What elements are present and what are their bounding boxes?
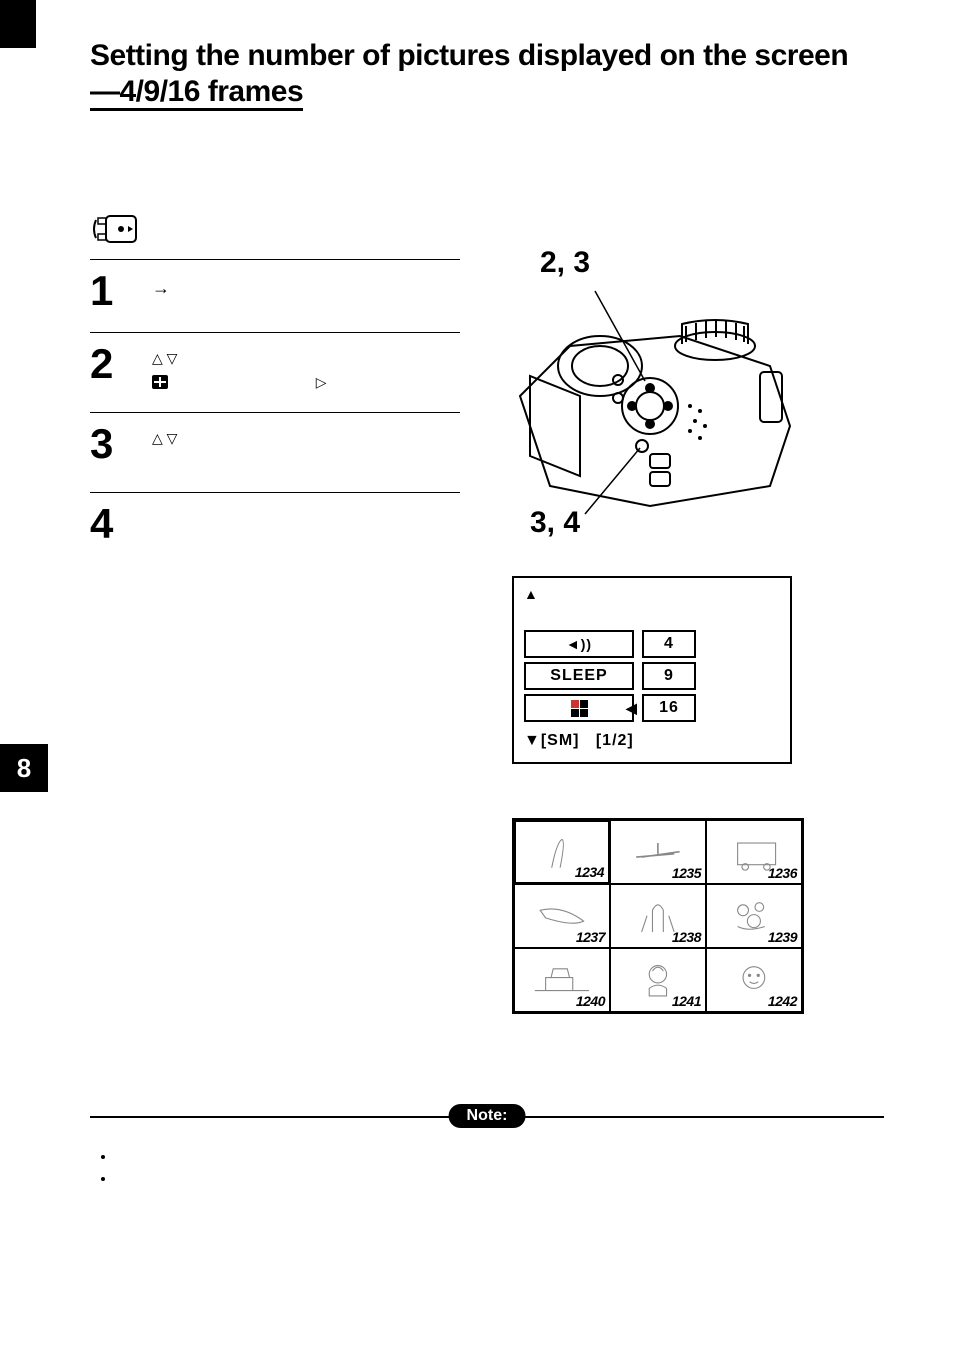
note-divider: Note: bbox=[90, 1116, 884, 1118]
callout-top: 2, 3 bbox=[540, 246, 590, 280]
note-list bbox=[100, 1148, 116, 1192]
step-3: 3 bbox=[90, 412, 460, 492]
camera-illustration bbox=[500, 276, 820, 526]
multi-frame-icon bbox=[152, 375, 168, 389]
thumbnail: 1238 bbox=[610, 884, 706, 948]
thumbnail: 1241 bbox=[610, 948, 706, 1012]
thumbnail: 1242 bbox=[706, 948, 802, 1012]
menu-footer-left: [SM] bbox=[541, 732, 580, 749]
thumb-number: 1238 bbox=[672, 929, 701, 945]
menu-label-sleep: SLEEP bbox=[524, 662, 634, 690]
multi-frame-icon bbox=[571, 700, 588, 717]
step-number: 4 bbox=[90, 503, 134, 545]
step-number: 3 bbox=[90, 423, 134, 465]
thumb-number: 1241 bbox=[672, 993, 701, 1009]
page-header: Setting the number of pictures displayed… bbox=[90, 38, 894, 110]
step-body bbox=[152, 503, 460, 509]
step-1: 1 → bbox=[90, 259, 460, 332]
step-4: 4 bbox=[90, 492, 460, 585]
step-body bbox=[152, 423, 460, 472]
note-badge: Note: bbox=[449, 1104, 526, 1128]
lcd-menu-screen: ▲ ◄)) SLEEP 4 9 16 ▼[SM] [1/2] bbox=[512, 576, 792, 764]
up-triangle-icon bbox=[152, 430, 163, 446]
page-title: Setting the number of pictures displayed… bbox=[90, 38, 894, 110]
thumb-number: 1236 bbox=[768, 865, 797, 881]
right-triangle-icon bbox=[316, 374, 327, 390]
menu-footer: ▼[SM] [1/2] bbox=[524, 732, 780, 750]
step-body: → bbox=[152, 270, 460, 301]
step-number: 2 bbox=[90, 343, 134, 385]
thumbnail: 1239 bbox=[706, 884, 802, 948]
menu-value-16: 16 bbox=[642, 694, 696, 722]
thumb-number: 1234 bbox=[575, 864, 604, 880]
thumbnail: 1237 bbox=[514, 884, 610, 948]
thumbnail: 1234 bbox=[514, 820, 610, 884]
menu-label-frames bbox=[524, 694, 634, 722]
thumb-number: 1242 bbox=[768, 993, 797, 1009]
down-triangle-icon bbox=[167, 430, 178, 446]
menu-footer-right: [1/2] bbox=[596, 732, 634, 749]
menu-label-sound: ◄)) bbox=[524, 630, 634, 658]
playback-dial-icon bbox=[90, 210, 140, 248]
thumb-number: 1239 bbox=[768, 929, 797, 945]
chapter-number: 8 bbox=[17, 753, 31, 784]
title-line-1: Setting the number of pictures displayed… bbox=[90, 39, 848, 72]
thumbnail: 1236 bbox=[706, 820, 802, 884]
menu-down-arrow-icon: ▼ bbox=[524, 732, 541, 749]
thumbnail-grid: 1234 1235 1236 1237 1238 1239 1240 1241 … bbox=[512, 818, 804, 1014]
down-triangle-icon bbox=[167, 350, 178, 366]
step-number: 1 bbox=[90, 270, 134, 312]
thumbnail: 1240 bbox=[514, 948, 610, 1012]
menu-up-arrow-icon: ▲ bbox=[524, 586, 780, 602]
menu-value-4: 4 bbox=[642, 630, 696, 658]
steps-column: 1 → 2 3 4 bbox=[90, 210, 460, 585]
callout-bottom: 3, 4 bbox=[530, 506, 580, 540]
corner-tab bbox=[0, 0, 36, 48]
thumb-number: 1237 bbox=[576, 929, 605, 945]
chapter-tab: 8 bbox=[0, 744, 48, 792]
step-body bbox=[152, 343, 460, 392]
thumb-number: 1235 bbox=[672, 865, 701, 881]
up-triangle-icon bbox=[152, 350, 163, 366]
menu-value-9: 9 bbox=[642, 662, 696, 690]
title-line-2: —4/9/16 frames bbox=[90, 75, 303, 111]
thumb-number: 1240 bbox=[576, 993, 605, 1009]
step-2: 2 bbox=[90, 332, 460, 412]
thumbnail: 1235 bbox=[610, 820, 706, 884]
speaker-icon: ◄)) bbox=[566, 636, 592, 652]
